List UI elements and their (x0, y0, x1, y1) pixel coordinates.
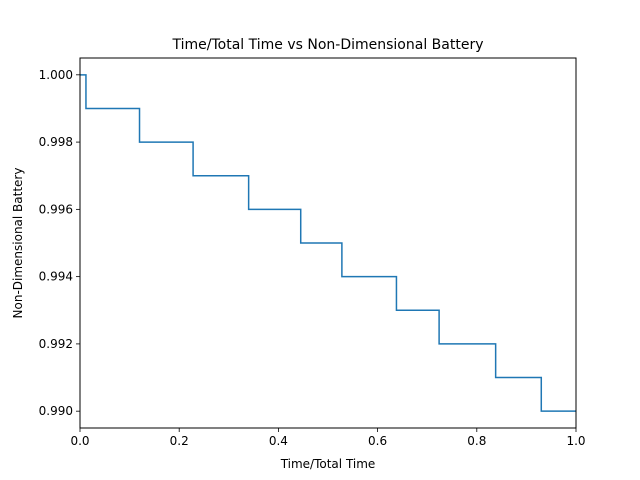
y-axis: 0.990 0.992 0.994 0.996 0.998 1.000 (39, 68, 80, 418)
x-tick-label: 0.0 (70, 434, 89, 448)
series-line (80, 74, 576, 412)
y-tick-label: 0.990 (39, 404, 73, 418)
chart-title: Time/Total Time vs Non-Dimensional Batte… (172, 37, 484, 53)
x-tick-label: 0.4 (269, 434, 288, 448)
y-tick-label: 0.998 (39, 135, 73, 149)
x-tick-label: 1.0 (566, 434, 585, 448)
x-tick-label: 0.6 (368, 434, 387, 448)
y-axis-label: Non-Dimensional Battery (11, 168, 25, 319)
y-tick-label: 0.996 (39, 202, 73, 216)
y-tick-label: 1.000 (39, 68, 73, 82)
x-axis-label: Time/Total Time (280, 457, 376, 471)
plot-frame (79, 57, 577, 429)
x-tick-label: 0.8 (467, 434, 486, 448)
y-tick-label: 0.994 (39, 270, 73, 284)
plot-area (80, 74, 576, 412)
x-tick-label: 0.2 (170, 434, 189, 448)
x-axis: 0.0 0.2 0.4 0.6 0.8 1.0 (70, 428, 586, 448)
y-tick-label: 0.992 (39, 337, 73, 351)
